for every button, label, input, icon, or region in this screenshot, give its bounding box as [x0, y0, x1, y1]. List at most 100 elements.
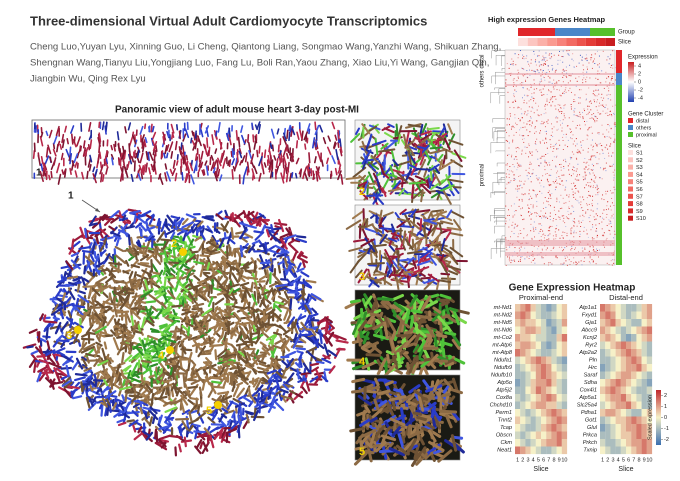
heatmap-texture	[522, 87, 524, 89]
heatmap-texture	[513, 107, 515, 109]
heatmap-texture	[559, 124, 561, 126]
render-stroke	[246, 276, 259, 281]
heatmap-texture	[587, 182, 589, 184]
render-stroke	[200, 150, 204, 160]
render-stroke	[327, 349, 338, 357]
render-stroke	[302, 260, 306, 268]
render-stroke	[100, 249, 107, 255]
render-stroke	[286, 152, 289, 159]
render-stroke	[429, 146, 444, 150]
heatmap-texture	[571, 157, 573, 159]
heatmap-texture	[521, 67, 523, 69]
render-stroke	[121, 394, 126, 402]
heatmap-texture	[562, 148, 564, 150]
render-stroke	[359, 174, 367, 182]
heatmap-texture	[588, 87, 590, 89]
heatmap-texture	[563, 107, 565, 109]
render-stroke	[110, 144, 114, 151]
heatmap-texture	[508, 173, 510, 175]
heatmap-texture	[542, 88, 544, 90]
render-stroke	[248, 392, 257, 404]
heatmap-texture	[559, 218, 561, 220]
render-stroke	[256, 149, 259, 158]
render-stroke	[241, 285, 253, 293]
heatmap-texture	[532, 97, 534, 99]
arrow-head	[95, 208, 100, 212]
render-stroke	[151, 306, 158, 312]
heatmap-texture	[511, 63, 513, 65]
heatmap-title: Gene Expression Heatmap	[509, 283, 636, 294]
heatmap-texture	[548, 162, 550, 164]
render-stroke	[93, 356, 102, 367]
render-stroke	[200, 232, 206, 241]
heatmap-texture	[553, 145, 555, 147]
heatmap-texture	[574, 94, 576, 96]
heatmap-texture	[552, 181, 554, 183]
heatmap-texture	[546, 59, 548, 61]
slice-bar	[595, 38, 606, 46]
heatmap-texture	[518, 148, 520, 150]
render-stroke	[95, 315, 103, 325]
render-stroke	[407, 145, 416, 157]
render-stroke	[94, 325, 107, 335]
render-stroke	[174, 242, 180, 252]
render-stroke	[345, 176, 361, 180]
page-title: Three-dimensional Virtual Adult Cardiomy…	[30, 13, 427, 28]
render-stroke	[296, 131, 300, 140]
render-stroke	[227, 321, 231, 336]
heatmap-texture	[537, 179, 539, 181]
heatmap-texture	[554, 231, 556, 233]
heatmap-texture	[612, 171, 614, 173]
heatmap-texture	[611, 259, 613, 261]
render-stroke	[43, 162, 48, 171]
render-stroke	[131, 155, 135, 163]
heatmap-texture	[556, 89, 558, 91]
render-stroke	[120, 222, 129, 233]
render-stroke	[59, 308, 65, 320]
render-stroke	[376, 297, 394, 301]
render-stroke	[258, 172, 262, 182]
render-stroke	[121, 165, 124, 174]
render-stroke	[104, 125, 107, 135]
render-stroke	[170, 133, 174, 140]
render-stroke	[180, 228, 188, 233]
heatmap-texture	[571, 205, 573, 207]
heatmap-texture	[566, 235, 568, 237]
render-stroke	[191, 423, 201, 428]
render-stroke	[339, 148, 343, 157]
heatmap-texture	[555, 179, 557, 181]
render-stroke	[322, 354, 331, 360]
render-stroke	[157, 438, 167, 448]
render-stroke	[130, 173, 134, 183]
heatmap-texture	[565, 70, 567, 72]
heatmap-texture	[555, 186, 557, 188]
render-stroke	[69, 152, 73, 165]
render-stroke	[431, 221, 439, 237]
heatmap-texture	[559, 94, 561, 96]
heatmap-texture	[541, 257, 543, 259]
render-stroke	[284, 361, 295, 372]
render-stroke	[236, 387, 245, 399]
heatmap-texture	[590, 144, 592, 146]
render-stroke	[180, 402, 186, 413]
heatmap-texture	[610, 226, 612, 228]
render-stroke	[106, 356, 114, 363]
render-stroke	[146, 319, 155, 327]
heatmap-texture	[527, 178, 529, 180]
heatmap-texture	[611, 192, 613, 194]
render-stroke	[230, 291, 238, 304]
render-stroke	[389, 165, 395, 177]
render-stroke	[136, 321, 142, 334]
render-stroke	[61, 169, 65, 175]
render-stroke	[276, 128, 280, 135]
render-stroke	[187, 291, 197, 304]
heatmap-texture	[536, 201, 538, 203]
heatmap-texture	[596, 152, 598, 154]
render-stroke	[184, 128, 190, 139]
heatmap-texture	[555, 227, 557, 229]
heatmap-texture	[549, 215, 551, 217]
heatmap-texture	[526, 146, 528, 148]
heatmap-texture	[613, 186, 615, 188]
heatmap-texture	[562, 263, 564, 265]
heatmap-texture	[514, 247, 516, 249]
